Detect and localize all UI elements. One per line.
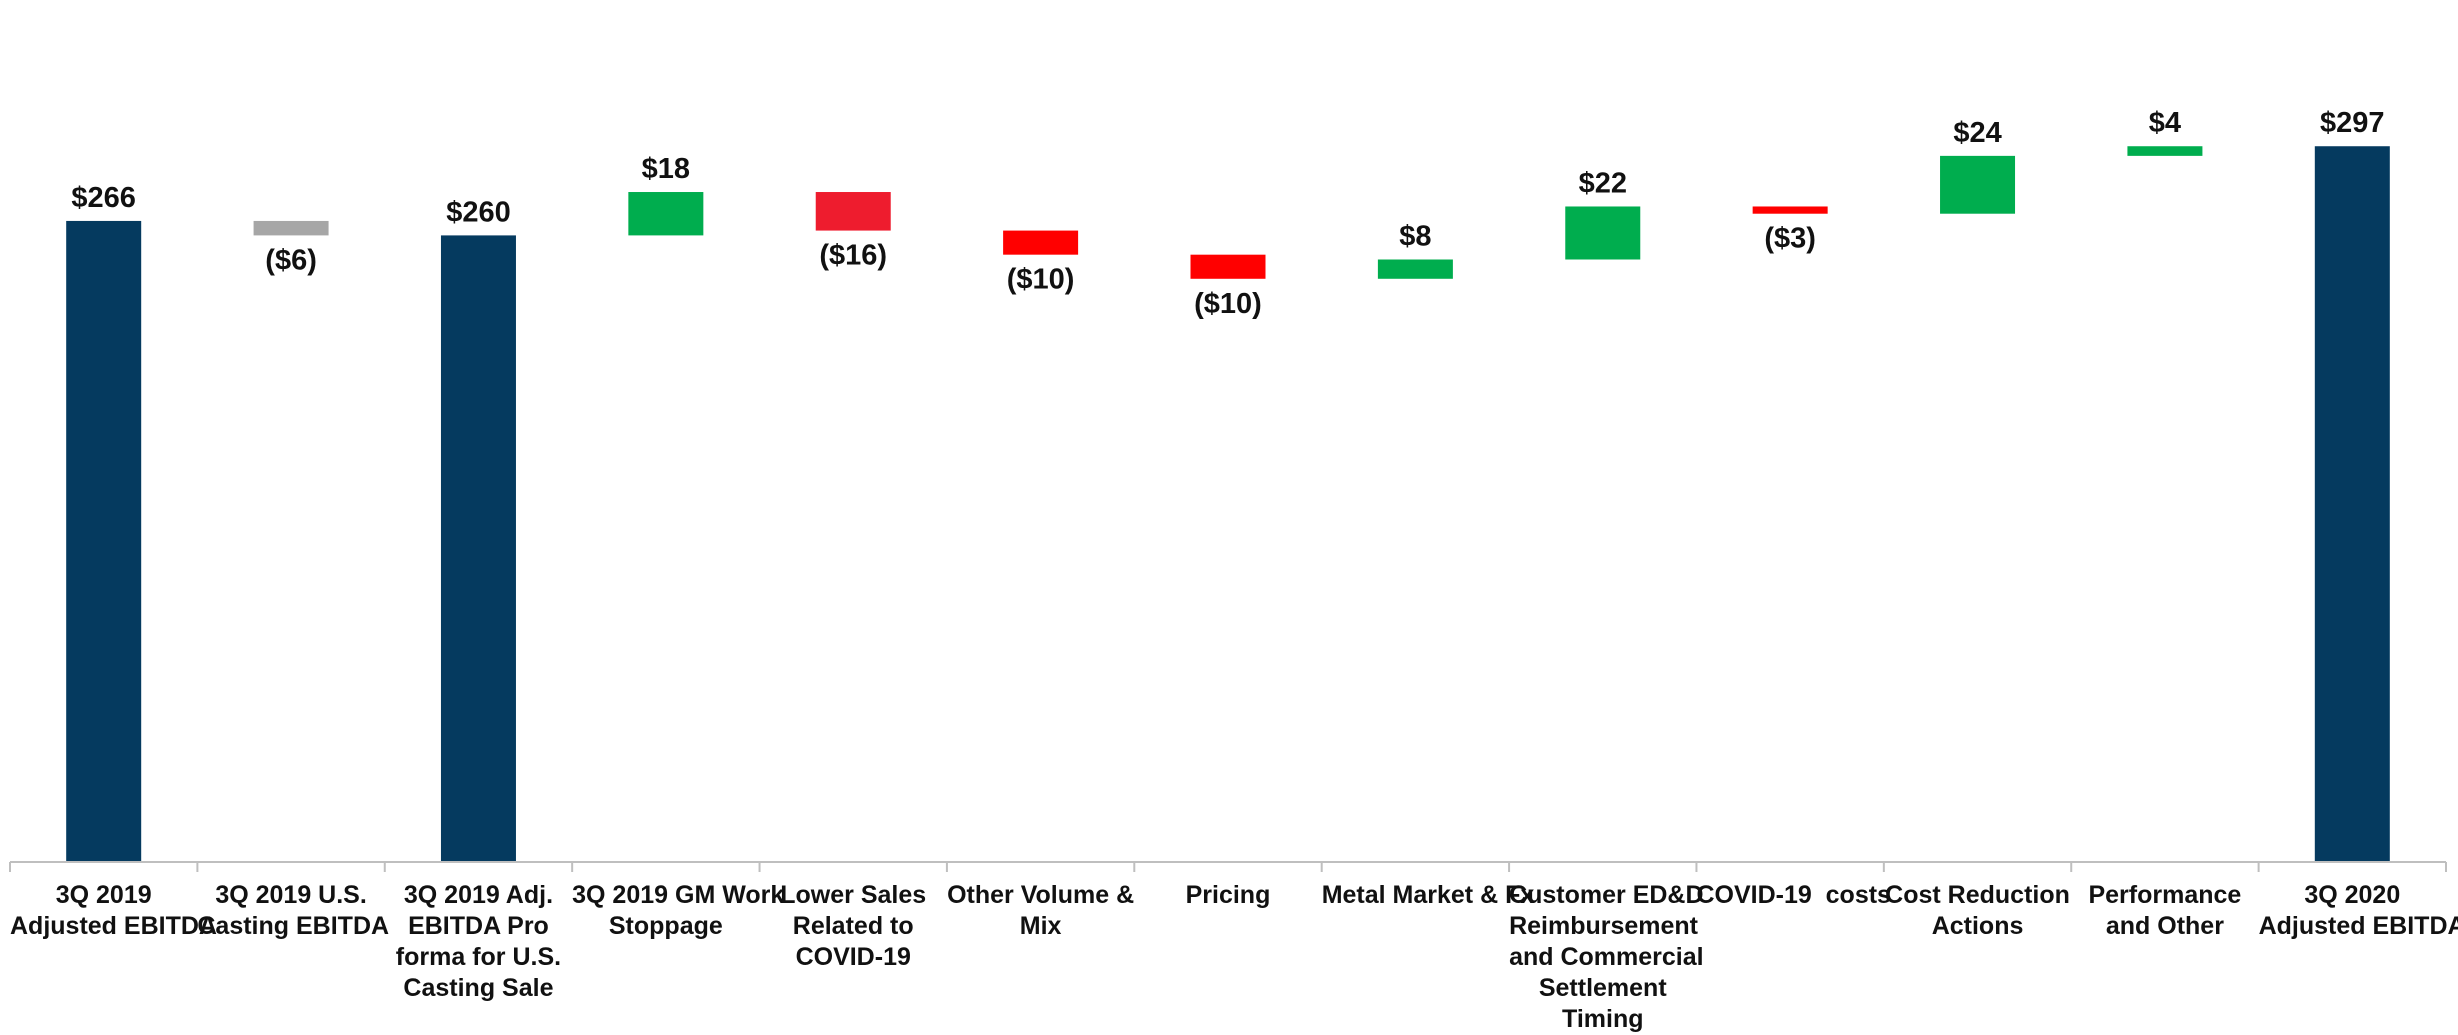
bar-decrease <box>1752 206 1828 214</box>
bar-total <box>66 220 142 862</box>
category-label: 3Q 2019 Adj. EBITDA Pro forma for U.S. Cast… <box>385 880 572 1004</box>
category-label-line: Lower Sales <box>780 881 927 909</box>
category-label-line: Performance <box>2088 881 2242 909</box>
category-label: Cost Reduction Actions <box>1884 880 2071 942</box>
data-label: $297 <box>2320 107 2385 139</box>
bar-decrease <box>1003 230 1079 255</box>
data-label: $266 <box>71 182 136 214</box>
category-label-line: COVID-19 <box>795 943 911 971</box>
x-axis <box>9 861 2447 872</box>
bar-increase <box>1377 259 1453 279</box>
category-label: Customer ED&D Reimbursement and Commercial… <box>1509 880 1704 1035</box>
bar-increase <box>1565 206 1641 260</box>
bar-decrease <box>815 192 891 231</box>
category-label-line: Pricing <box>1185 881 1271 909</box>
category-label-line: Customer ED&D <box>1509 881 1704 909</box>
data-label: $24 <box>1953 117 2001 149</box>
category-label-line: Related to <box>792 912 914 940</box>
category-label-line: 3Q 2019 GM Work <box>572 881 785 909</box>
category-label: Performance and Other <box>2071 880 2258 942</box>
category-label: Metal Market & Fx <box>1321 880 1535 911</box>
category-label-line: Casting EBITDA <box>197 912 390 940</box>
category-label: Lower Sales Related to COVID-19 <box>760 880 947 973</box>
data-label: ($16) <box>819 240 887 272</box>
bar-decrease <box>1190 254 1266 279</box>
bar-increase <box>628 192 704 236</box>
category-label: 3Q 2020 Adjusted EBITDA <box>2258 880 2458 942</box>
category-label: Pricing <box>1134 880 1321 911</box>
category-label-line: Casting Sale <box>403 974 554 1002</box>
category-label-line: 3Q 2019 U.S. <box>215 881 367 909</box>
category-label: 3Q 2019 Adjusted EBITDA <box>10 880 217 942</box>
data-label: $18 <box>642 153 690 185</box>
category-label-line: Adjusted EBITDA <box>2258 912 2458 940</box>
category-label-line: 3Q 2019 Adj. <box>403 881 554 909</box>
data-label: $22 <box>1579 167 1627 199</box>
bar-increase <box>2127 146 2203 156</box>
data-label: $4 <box>2149 107 2181 139</box>
category-label: COVID-19 costs <box>1696 880 1891 911</box>
category-label-line: forma for U.S. <box>395 943 562 971</box>
category-label: 3Q 2019 U.S. Casting EBITDA <box>197 880 390 942</box>
category-label-line: EBITDA Pro <box>408 912 549 940</box>
bars-layer <box>66 146 2390 863</box>
bar-total <box>440 235 516 862</box>
category-label: 3Q 2019 GM Work Stoppage <box>572 880 785 942</box>
category-label-line: Mix <box>1019 912 1062 940</box>
category-label-line: Stoppage <box>608 912 723 940</box>
category-label-line: Adjusted EBITDA <box>10 912 217 940</box>
data-label: $8 <box>1399 221 1431 253</box>
category-label-line: Metal Market & Fx <box>1321 881 1535 909</box>
value-labels-layer: $266 ($6) $260 $18 ($16) ($10) ($10) $8 $22 ($3) $… <box>71 107 2384 320</box>
bar-increase <box>1940 155 2016 214</box>
data-label: $260 <box>446 196 511 228</box>
category-label-line: Settlement <box>1538 974 1667 1002</box>
category-label-line: Other Volume & <box>947 881 1135 909</box>
data-label: ($3) <box>1764 223 1816 255</box>
category-label-line: and Other <box>2105 912 2224 940</box>
category-label-line: 3Q 2019 <box>55 881 152 909</box>
category-label-line: Timing <box>1562 1005 1644 1033</box>
category-label-line: Actions <box>1931 912 2024 940</box>
category-label-line: Cost Reduction <box>1885 881 2070 909</box>
bar-total <box>2314 146 2390 863</box>
bar-decrease <box>253 220 329 236</box>
category-label-line: COVID-19 costs <box>1696 881 1891 909</box>
data-label: ($10) <box>1194 288 1262 320</box>
data-label: ($6) <box>265 244 317 276</box>
category-label-line: Reimbursement <box>1509 912 1699 940</box>
category-label-line: and Commercial <box>1509 943 1704 971</box>
category-label: Other Volume & Mix <box>947 880 1134 942</box>
data-label: ($10) <box>1007 264 1075 296</box>
category-label-line: 3Q 2020 <box>2304 881 2401 909</box>
